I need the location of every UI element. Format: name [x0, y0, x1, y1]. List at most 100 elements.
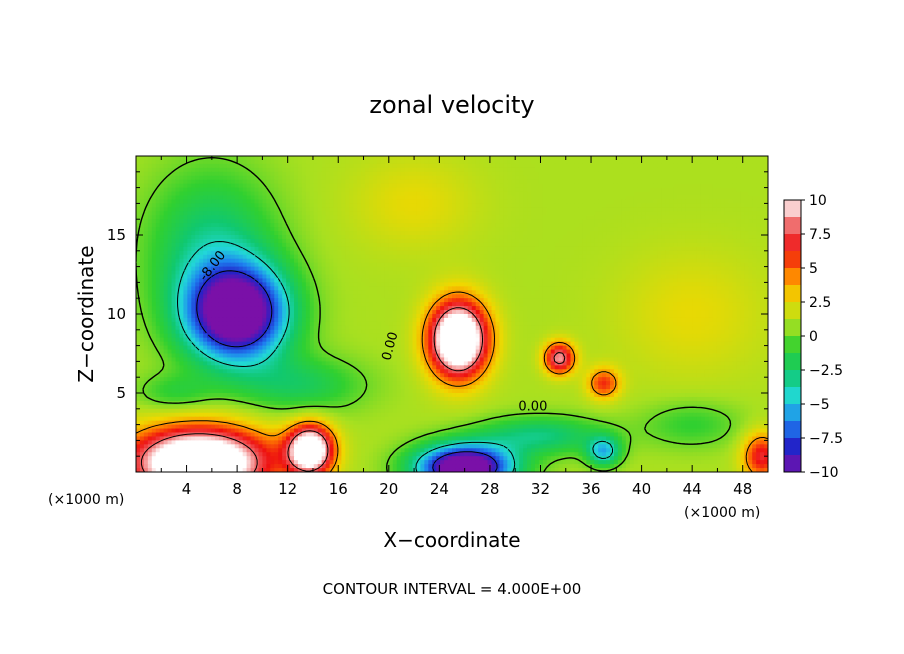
field-cell — [278, 203, 283, 208]
field-cell — [136, 167, 141, 173]
field-cell — [270, 258, 275, 264]
field-cell — [459, 179, 465, 185]
field-cell — [696, 159, 702, 165]
field-cell — [546, 156, 552, 161]
field-cell — [613, 258, 619, 264]
field-cell — [388, 163, 394, 169]
field-cell — [574, 175, 579, 181]
field-cell — [380, 179, 386, 185]
field-cell — [345, 211, 350, 216]
field-cell — [602, 246, 607, 252]
field-cell — [475, 250, 481, 256]
field-cell — [282, 179, 287, 185]
field-cell — [661, 262, 666, 268]
field-cell — [230, 250, 236, 256]
field-cell — [337, 238, 342, 244]
field-cell — [218, 195, 224, 201]
field-cell — [191, 195, 196, 201]
field-cell — [491, 231, 497, 236]
field-cell — [175, 187, 181, 193]
field-cell — [479, 246, 485, 252]
field-cell — [756, 231, 761, 236]
field-cell — [207, 238, 212, 244]
field-cell — [365, 235, 370, 240]
field-cell — [570, 231, 576, 236]
field-cell — [590, 187, 595, 193]
field-cell — [736, 183, 741, 189]
field-cell — [329, 211, 335, 216]
field-cell — [388, 195, 394, 201]
field-cell — [321, 156, 327, 161]
field-cell — [274, 195, 279, 201]
field-cell — [534, 179, 540, 185]
field-cell — [538, 199, 544, 204]
field-cell — [258, 250, 263, 256]
field-cell — [274, 167, 279, 173]
field-cell — [388, 250, 394, 256]
field-cell — [503, 156, 508, 161]
field-cell — [507, 219, 512, 224]
field-cell — [290, 223, 295, 228]
field-cell — [566, 227, 572, 232]
field-cell — [467, 219, 473, 224]
field-cell — [230, 223, 236, 228]
field-cell — [467, 246, 473, 252]
field-cell — [408, 211, 414, 216]
field-cell — [724, 171, 730, 177]
field-cell — [704, 215, 710, 220]
field-cell — [242, 215, 248, 220]
field-cell — [341, 171, 346, 177]
field-cell — [708, 171, 714, 177]
field-cell — [432, 262, 437, 268]
field-cell — [313, 266, 319, 272]
field-cell — [155, 171, 161, 177]
field-cell — [274, 215, 279, 220]
field-cell — [147, 159, 153, 165]
field-cell — [700, 171, 706, 177]
field-cell — [143, 219, 149, 224]
field-cell — [305, 183, 311, 189]
field-cell — [270, 163, 275, 169]
field-cell — [728, 254, 734, 260]
field-cell — [637, 262, 643, 268]
field-cell — [230, 231, 236, 236]
field-cell — [645, 215, 651, 220]
field-cell — [562, 191, 568, 197]
field-cell — [752, 266, 757, 272]
field-cell — [463, 171, 469, 177]
field-cell — [278, 227, 283, 232]
field-cell — [515, 242, 520, 248]
field-cell — [764, 242, 768, 248]
field-cell — [242, 223, 248, 228]
field-cell — [373, 235, 378, 240]
field-cell — [325, 195, 331, 201]
field-cell — [230, 179, 236, 185]
field-cell — [301, 246, 307, 252]
field-cell — [305, 258, 311, 264]
field-cell — [136, 219, 141, 224]
field-cell — [155, 156, 161, 161]
field-cell — [546, 227, 552, 232]
field-cell — [183, 167, 188, 173]
field-cell — [175, 254, 181, 260]
field-cell — [183, 231, 188, 236]
field-cell — [471, 219, 477, 224]
field-cell — [641, 227, 647, 232]
field-cell — [744, 203, 749, 208]
field-cell — [444, 156, 449, 161]
field-cell — [191, 219, 196, 224]
field-cell — [538, 167, 544, 173]
field-cell — [700, 274, 706, 280]
field-cell — [167, 219, 173, 224]
field-cell — [558, 266, 564, 272]
field-cell — [704, 187, 710, 193]
field-cell — [499, 242, 504, 248]
field-cell — [412, 211, 418, 216]
field-cell — [337, 179, 342, 185]
field-cell — [408, 223, 414, 228]
field-cell — [720, 211, 726, 216]
field-cell — [653, 159, 658, 165]
field-cell — [689, 227, 694, 232]
field-cell — [645, 191, 651, 197]
field-cell — [222, 191, 228, 197]
